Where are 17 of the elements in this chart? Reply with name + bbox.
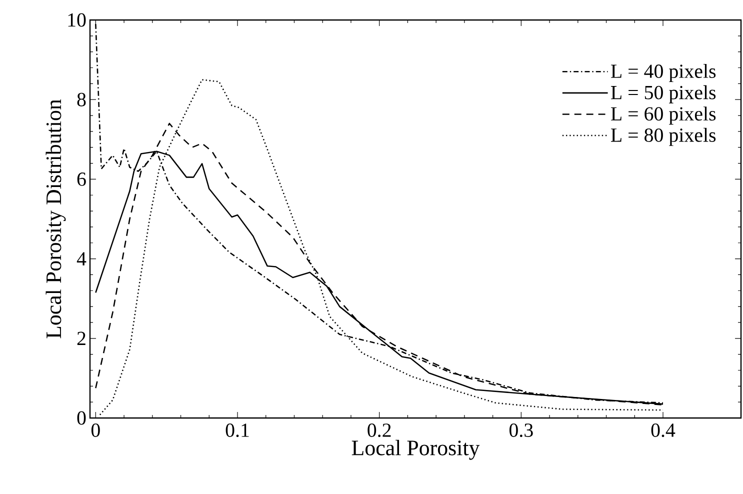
legend-label: L = 80 pixels [611,128,716,146]
x-tick-label: 0.4 [651,424,676,438]
x-tick-label: 0.1 [226,424,249,438]
legend-label: L = 40 pixels [611,64,716,82]
x-axis-title: Local Porosity [352,440,480,460]
y-tick-label: 8 [77,92,86,106]
x-tick-label: 0.3 [509,424,533,438]
y-tick-label: 4 [76,252,86,266]
x-tick-label: 0.2 [368,424,391,438]
y-axis-title: Local Porosity Distribution [46,99,66,338]
legend-label: L = 50 pixels [611,85,716,104]
y-tick-label: 0 [77,411,86,425]
x-tick-label: 0 [91,424,100,437]
y-tick-label: 2 [77,332,86,345]
y-tick-label: 6 [77,172,86,186]
y-tick-label: 10 [68,13,86,27]
legend-label: L = 60 pixels [611,106,716,125]
